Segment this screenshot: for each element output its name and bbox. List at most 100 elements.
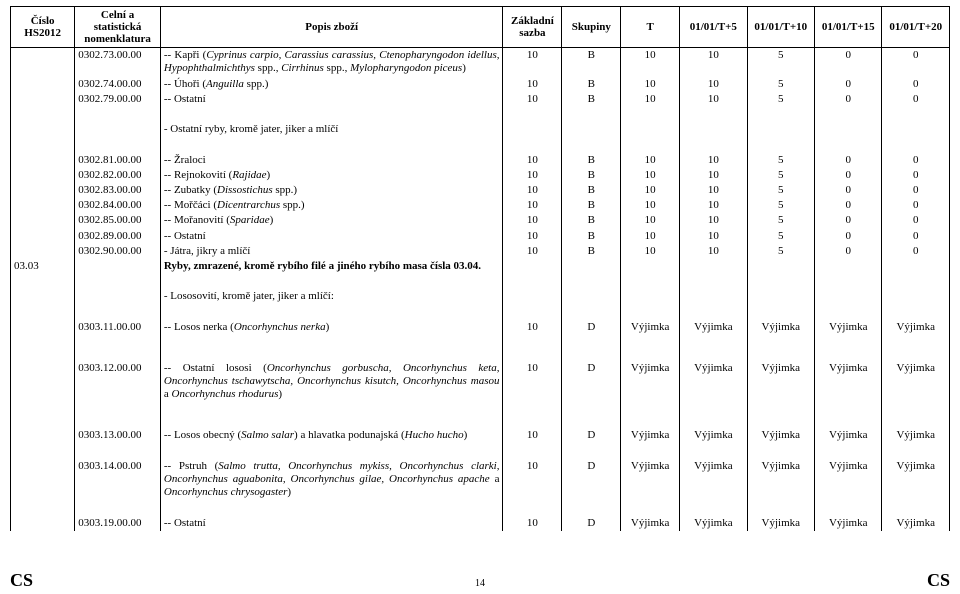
cell-nomen: 0303.12.00.00 [75,361,161,403]
cell-t10: 5 [747,198,814,213]
cell-desc: -- Rejnokovití (Rajidae) [160,168,503,183]
cell-group: B [562,213,621,228]
cell-t10: 5 [747,48,814,77]
cell-hs [11,168,75,183]
cell-t5 [680,259,747,274]
cell-base: 10 [503,213,562,228]
cell-t: Výjimka [621,320,680,335]
cell-t15: Výjimka [815,320,882,335]
table-row: 0303.13.00.00-- Losos obecný (Salmo sala… [11,428,950,443]
cell-base: 10 [503,244,562,259]
cell-nomen: 0302.81.00.00 [75,153,161,168]
cell-desc: -- Ostatní [160,92,503,107]
cell-desc: -- Mořanovití (Sparidae) [160,213,503,228]
table-header: Číslo HS2012 Celní a statistická nomenkl… [11,7,950,48]
cell-nomen: 0302.74.00.00 [75,77,161,92]
cell-t10 [747,259,814,274]
footer-left: CS [10,570,33,591]
cell-group: B [562,77,621,92]
cell-group: B [562,229,621,244]
th-nomen: Celní a statistická nomenklatura [75,7,161,48]
cell-t15: 0 [815,198,882,213]
cell-desc: -- Mořčáci (Dicentrarchus spp.) [160,198,503,213]
cell-group: D [562,459,621,501]
table-row [11,444,950,459]
cell-hs [11,198,75,213]
cell-hs [11,77,75,92]
table-row: - Ostatní ryby, kromě jater, jiker a mlí… [11,122,950,137]
cell-base: 10 [503,48,562,77]
cell-desc: -- Pstruh (Salmo trutta, Oncorhynchus my… [160,459,503,501]
cell-group: B [562,153,621,168]
table-row: 0302.84.00.00-- Mořčáci (Dicentrarchus s… [11,198,950,213]
table-row: 0302.82.00.00-- Rejnokovití (Rajidae)10B… [11,168,950,183]
cell-t5: 10 [680,244,747,259]
cell-t15: Výjimka [815,428,882,443]
cell-t: 10 [621,198,680,213]
cell-t10: 5 [747,213,814,228]
footer: CS 14 CS [0,578,960,591]
cell-t20 [882,259,950,274]
cell-t15 [815,122,882,137]
cell-desc: - Lososovití, kromě jater, jiker a mlíčí… [160,289,503,304]
cell-group: D [562,320,621,335]
cell-t20: Výjimka [882,459,950,501]
cell-t10: Výjimka [747,361,814,403]
cell-t5 [680,289,747,304]
table-row: 0303.12.00.00-- Ostatní lososi (Oncorhyn… [11,361,950,403]
cell-hs [11,92,75,107]
table-row: - Lososovití, kromě jater, jiker a mlíčí… [11,289,950,304]
cell-t20: 0 [882,198,950,213]
cell-base: 10 [503,92,562,107]
table-row [11,335,950,361]
cell-t5: 10 [680,92,747,107]
cell-nomen: 0303.19.00.00 [75,516,161,531]
cell-t15: 0 [815,153,882,168]
cell-hs [11,229,75,244]
cell-t15: Výjimka [815,459,882,501]
table-row [11,274,950,289]
table-row: 0302.74.00.00-- Úhoři (Anguilla spp.)10B… [11,77,950,92]
cell-t10 [747,289,814,304]
cell-hs [11,153,75,168]
table-row: 0303.14.00.00-- Pstruh (Salmo trutta, On… [11,459,950,501]
table-row [11,500,950,515]
cell-base: 10 [503,168,562,183]
table-row: 0302.81.00.00-- Žraloci10B1010500 [11,153,950,168]
cell-nomen: 0302.83.00.00 [75,183,161,198]
cell-t10: 5 [747,183,814,198]
cell-t: 10 [621,92,680,107]
cell-base: 10 [503,77,562,92]
cell-t15: Výjimka [815,516,882,531]
th-t: T [621,7,680,48]
cell-t10: Výjimka [747,459,814,501]
cell-t: 10 [621,153,680,168]
cell-hs: 03.03 [11,259,75,274]
table-row [11,304,950,319]
footer-right: CS [927,570,950,591]
cell-hs [11,289,75,304]
cell-t20: 0 [882,168,950,183]
cell-nomen: 0302.84.00.00 [75,198,161,213]
cell-base: 10 [503,428,562,443]
cell-group: B [562,244,621,259]
cell-desc: - Játra, jikry a mlíčí [160,244,503,259]
th-group: Skupiny [562,7,621,48]
cell-t20: 0 [882,92,950,107]
table-row: 0302.73.00.00-- Kapři (Cyprinus carpio, … [11,48,950,77]
cell-nomen: 0302.73.00.00 [75,48,161,77]
cell-t: 10 [621,48,680,77]
cell-t20: Výjimka [882,320,950,335]
th-t5: 01/01/T+5 [680,7,747,48]
th-t20: 01/01/T+20 [882,7,950,48]
th-hs: Číslo HS2012 [11,7,75,48]
cell-group: B [562,183,621,198]
table-row: 0302.89.00.00-- Ostatní10B1010500 [11,229,950,244]
cell-group: B [562,92,621,107]
cell-t20: 0 [882,229,950,244]
cell-desc: -- Zubatky (Dissostichus spp.) [160,183,503,198]
cell-group: B [562,168,621,183]
cell-t5: Výjimka [680,459,747,501]
cell-t: 10 [621,213,680,228]
cell-desc: - Ostatní ryby, kromě jater, jiker a mlí… [160,122,503,137]
